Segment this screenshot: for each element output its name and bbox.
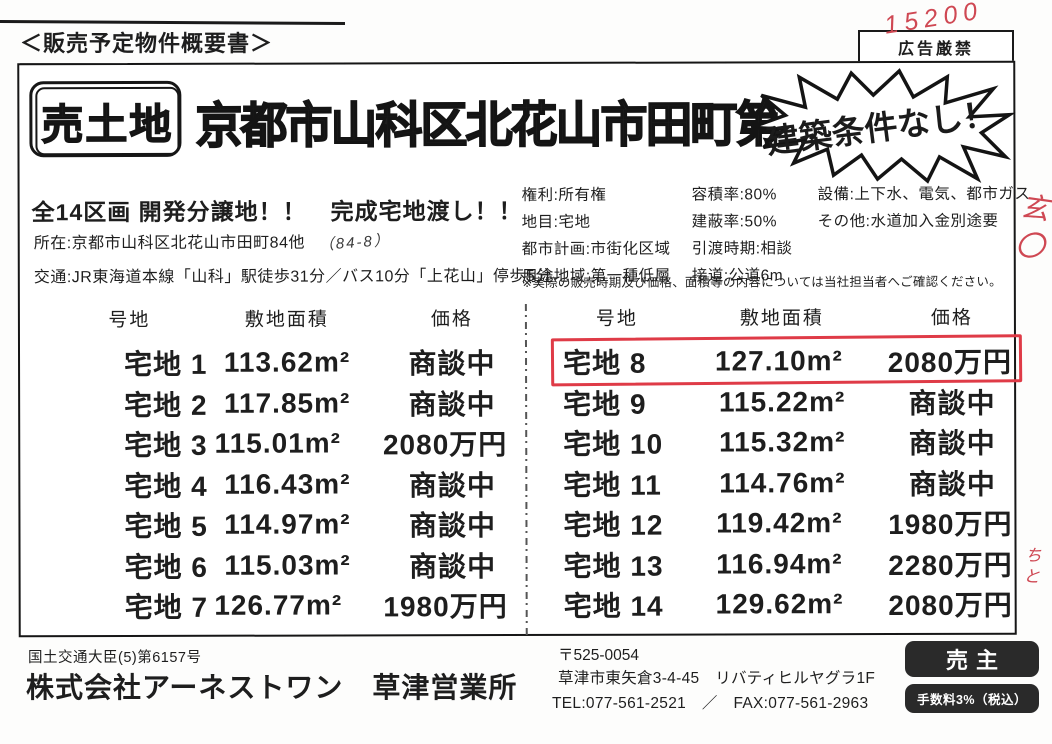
header-price: 価格 (430, 308, 473, 330)
lot-table-right: 号地 敷地面積 価格 宅地 8 127.10m² 2080万円 宅地 9 115… (547, 301, 1013, 622)
detail-line: 引渡時期:相談 (691, 240, 793, 258)
lot-cell: 宅地 8 (562, 347, 647, 380)
price-cell: 商談中 (408, 348, 496, 380)
detail-line: 地目:宅地 (521, 213, 591, 231)
table-row: 宅地 12 119.42m² 1980万円 (547, 503, 1012, 545)
detail-line: その他:水道加入金別途要 (817, 212, 999, 231)
detail-line: 設備:上下水、電気、都市ガス (817, 185, 1031, 204)
fee-badge: 手数料3%（税込） (905, 684, 1039, 713)
starburst-icon (750, 68, 1016, 184)
price-cell: 1980万円 (888, 508, 1013, 541)
table-row: 宅地 8 127.10m² 2080万円 (547, 341, 1012, 383)
area-cell: 115.03m² (224, 549, 351, 581)
tel-fax: TEL:077-561-2521 ／ FAX:077-561-2963 (552, 695, 869, 712)
company-name: 株式会社アーネストワン 草津営業所 (26, 672, 518, 703)
table-row: 宅地 3 115.01m² 2080万円 (32, 423, 507, 465)
table-header: 号地 敷地面積 価格 (32, 302, 507, 333)
price-cell: 商談中 (908, 427, 996, 460)
price-cell: 2080万円 (382, 429, 508, 461)
table-row: 宅地 14 129.62m² 2080万円 (548, 584, 1013, 626)
price-cell: 2080万円 (888, 589, 1013, 622)
lot-table-left: 号地 敷地面積 価格 宅地 1 113.62m² 商談中 宅地 2 117.85… (32, 302, 507, 624)
price-cell: 商談中 (408, 510, 497, 542)
area-cell: 115.22m² (718, 385, 846, 418)
table-rows: 宅地 1 113.62m² 商談中 宅地 2 117.85m² 商談中 宅地 3… (32, 342, 508, 627)
table-row: 宅地 5 114.97m² 商談中 (32, 504, 507, 546)
summary-headline: 全14区画 開発分譲地！！ 完成宅地渡し！！ (31, 197, 523, 226)
area-cell: 114.97m² (224, 508, 351, 541)
price-cell: 商談中 (908, 468, 996, 500)
property-title: 京都市山科区北花山市田町第1 (195, 96, 806, 154)
table-divider (524, 303, 528, 636)
area-cell: 126.77m² (214, 589, 343, 622)
location-line: 所在:京都市山科区北花山市田町84他 （84-8） (33, 228, 392, 255)
table-rows: 宅地 8 127.10m² 2080万円 宅地 9 115.22m² 商談中 宅… (547, 341, 1013, 626)
office-address: 草津市東矢倉3-4-45 リバティヒルヤグラ1F (558, 670, 876, 687)
area-cell: 113.62m² (223, 346, 351, 379)
header-area: 敷地面積 (244, 308, 329, 331)
header-area: 敷地面積 (739, 307, 824, 329)
price-cell: 商談中 (409, 550, 497, 583)
price-cell: 2280万円 (888, 549, 1013, 581)
area-cell: 115.32m² (719, 426, 846, 458)
area-cell: 119.42m² (716, 507, 843, 539)
flyer-body: 売土地 京都市山科区北花山市田町第1 建築条件なし！ 玄〇 全14区画 開発分譲… (17, 60, 1051, 638)
detail-line: 権利:所有権 (521, 186, 607, 204)
burst-shape: 建築条件なし！ (750, 68, 1016, 184)
area-cell: 129.62m² (715, 588, 844, 620)
area-cell: 116.94m² (716, 547, 843, 580)
scan-edge-artifact (0, 19, 346, 26)
header-lot: 号地 (595, 308, 638, 330)
detail-line: 建蔽率:50% (691, 213, 778, 231)
area-cell: 116.43m² (224, 468, 351, 500)
sale-type-badge: 売土地 (29, 80, 182, 158)
price-cell: 商談中 (408, 469, 496, 502)
area-cell: 115.01m² (214, 427, 342, 460)
table-row: 宅地 6 115.03m² 商談中 (33, 545, 508, 587)
doc-type-label: ＜販売予定物件概要書＞ (20, 26, 274, 65)
sale-type-badge-label: 売土地 (35, 86, 180, 156)
price-cell: 商談中 (908, 387, 996, 419)
location-text: 所在:京都市山科区北花山市田町84他 (33, 234, 305, 253)
postal-code: 〒525-0054 (558, 647, 640, 664)
table-row: 宅地 4 116.43m² 商談中 (32, 464, 507, 506)
handwritten-lot-number: （84-8） (318, 231, 392, 255)
area-cell: 114.76m² (719, 466, 846, 499)
disclaimer-note: ※実際の販売時期及び価格、面積等の内容については当社担当者へご確認ください。 (521, 274, 1002, 290)
detail-line: 都市計画:市街化区域 (521, 240, 671, 258)
handwritten-table-scribble: ちと (1019, 545, 1042, 589)
price-cell: 商談中 (408, 388, 496, 421)
table-row: 宅地 13 116.94m² 2280万円 (548, 543, 1013, 585)
price-cell: 2080万円 (887, 346, 1013, 379)
price-cell: 1980万円 (383, 591, 508, 623)
table-header: 号地 敷地面積 価格 (547, 301, 1012, 332)
no-ads-stamp: 広告厳禁 (858, 30, 1014, 64)
seller-badge: 売主 (905, 641, 1039, 677)
detail-column-utilities: 設備:上下水、電気、都市ガス その他:水道加入金別途要 (818, 181, 1031, 236)
area-cell: 127.10m² (714, 345, 843, 377)
table-row: 宅地 7 126.77m² 1980万円 (33, 585, 508, 627)
table-row: 宅地 1 113.62m² 商談中 (32, 342, 507, 384)
table-row: 宅地 9 115.22m² 商談中 (547, 381, 1012, 423)
table-row: 宅地 2 117.85m² 商談中 (32, 383, 507, 425)
header-price: 価格 (930, 307, 973, 329)
area-cell: 117.85m² (223, 387, 351, 419)
table-row: 宅地 11 114.76m² 商談中 (547, 462, 1012, 504)
detail-line: 容積率:80% (691, 186, 777, 204)
license-number: 国土交通大臣(5)第6157号 (28, 650, 202, 666)
access-line: 交通:JR東海道本線「山科」駅徒歩31分／バス10分「上花山」停歩5分 (33, 267, 552, 287)
table-row: 宅地 10 115.32m² 商談中 (547, 422, 1012, 464)
